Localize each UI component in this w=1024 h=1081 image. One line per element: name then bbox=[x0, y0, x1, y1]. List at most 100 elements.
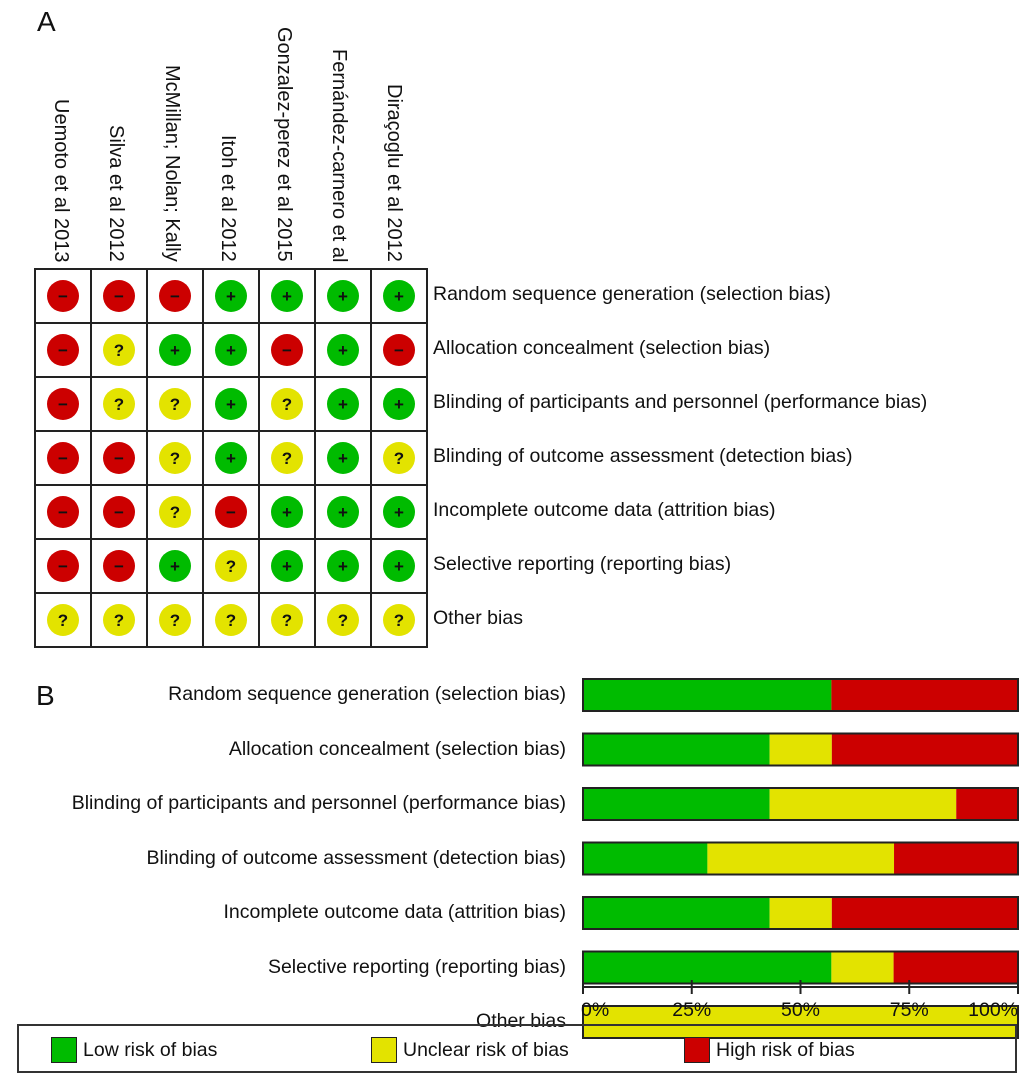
high-risk-icon: − bbox=[103, 496, 135, 528]
legend-label-high: High risk of bias bbox=[716, 1038, 855, 1061]
high-risk-icon: − bbox=[47, 496, 79, 528]
unclear-risk-icon: ? bbox=[159, 442, 191, 474]
legend-item-low: Low risk of bias bbox=[51, 1037, 217, 1063]
legend: Low risk of bias Unclear risk of bias Hi… bbox=[17, 1024, 1017, 1073]
grid-cell: − bbox=[34, 430, 92, 486]
panel-label-b: B bbox=[36, 680, 55, 711]
grid-cell: + bbox=[370, 376, 428, 432]
grid-cell: + bbox=[146, 322, 204, 378]
legend-label-low: Low risk of bias bbox=[83, 1038, 218, 1061]
bar-segment-low bbox=[583, 788, 770, 820]
category-label: Blinding of outcome assessment (detectio… bbox=[146, 846, 566, 869]
grid-cell: + bbox=[370, 484, 428, 540]
grid-cell: + bbox=[314, 376, 372, 432]
grid-cell: − bbox=[146, 268, 204, 324]
high-risk-icon: − bbox=[103, 442, 135, 474]
high-risk-icon: − bbox=[215, 496, 247, 528]
bar-segment-high bbox=[956, 788, 1019, 820]
x-tick-label: 0% bbox=[581, 999, 609, 1021]
grid-cell: + bbox=[370, 268, 428, 324]
grid-cell: ? bbox=[146, 484, 204, 540]
grid-cell: + bbox=[202, 430, 260, 486]
bar-outline bbox=[582, 732, 1019, 767]
category-label: Other bias bbox=[476, 1010, 566, 1032]
bar-outline bbox=[582, 678, 1019, 712]
grid-row: − − − + + + + bbox=[34, 268, 428, 324]
grid-cell: ? bbox=[146, 592, 204, 648]
category-label: Blinding of participants and personnel (… bbox=[71, 792, 566, 814]
x-tick-label: 50% bbox=[781, 999, 820, 1021]
low-risk-icon: + bbox=[327, 280, 359, 312]
study-label: Itoh et al 2012 bbox=[217, 135, 239, 262]
bar-outline bbox=[582, 841, 1019, 876]
study-label: Gonzalez-perez et al 2015 bbox=[273, 27, 295, 262]
grid-cell: − bbox=[34, 484, 92, 540]
bar-segment-unclear bbox=[769, 788, 957, 820]
high-risk-icon: − bbox=[47, 334, 79, 366]
grid-cell: + bbox=[314, 538, 372, 594]
low-risk-icon: + bbox=[215, 280, 247, 312]
grid-cell: − bbox=[90, 268, 148, 324]
legend-swatch-low bbox=[51, 1037, 77, 1063]
grid-cell: − bbox=[90, 484, 148, 540]
grid-cell: ? bbox=[258, 430, 316, 486]
grid-cell: + bbox=[258, 268, 316, 324]
grid-cell: + bbox=[314, 430, 372, 486]
grid-cell: + bbox=[314, 268, 372, 324]
grid-cell: + bbox=[258, 484, 316, 540]
grid-cell: + bbox=[370, 538, 428, 594]
low-risk-icon: + bbox=[383, 280, 415, 312]
legend-swatch-unclear bbox=[371, 1037, 397, 1063]
unclear-risk-icon: ? bbox=[103, 334, 135, 366]
grid-cell: ? bbox=[146, 430, 204, 486]
bar-segment-high bbox=[893, 951, 1018, 984]
bar-outline bbox=[582, 787, 1019, 821]
low-risk-icon: + bbox=[327, 442, 359, 474]
grid-cell: ? bbox=[90, 376, 148, 432]
bar-segment-unclear bbox=[831, 951, 894, 984]
grid-cell: ? bbox=[370, 430, 428, 486]
grid-cell: + bbox=[202, 268, 260, 324]
legend-item-high: High risk of bias bbox=[684, 1037, 855, 1063]
grid-cell: − bbox=[34, 322, 92, 378]
grid-cell: ? bbox=[258, 592, 316, 648]
grid-cell: ? bbox=[146, 376, 204, 432]
panel-label-a: A bbox=[37, 6, 56, 37]
low-risk-icon: + bbox=[271, 496, 303, 528]
domain-label: Incomplete outcome data (attrition bias) bbox=[433, 499, 776, 521]
grid-cell: + bbox=[258, 538, 316, 594]
study-label: Fernández-carnero et al bbox=[328, 48, 350, 262]
unclear-risk-icon: ? bbox=[215, 604, 247, 636]
study-label: Silva et al 2012 bbox=[105, 125, 127, 262]
grid-row: −?? +? + + bbox=[34, 376, 428, 432]
low-risk-icon: + bbox=[327, 388, 359, 420]
grid-row: ??????? bbox=[34, 592, 428, 648]
grid-cell: + bbox=[314, 322, 372, 378]
unclear-risk-icon: ? bbox=[47, 604, 79, 636]
domain-label: Selective reporting (reporting bias) bbox=[433, 553, 732, 575]
grid-cell: − bbox=[34, 268, 92, 324]
category-label: Random sequence generation (selection bi… bbox=[168, 683, 566, 705]
bar-segment-unclear bbox=[707, 842, 895, 875]
grid-cell: + bbox=[202, 322, 260, 378]
legend-item-unclear: Unclear risk of bias bbox=[371, 1037, 569, 1063]
x-tick-label: 25% bbox=[672, 999, 711, 1021]
low-risk-icon: + bbox=[215, 334, 247, 366]
grid-cell: ? bbox=[90, 592, 148, 648]
low-risk-icon: + bbox=[327, 496, 359, 528]
low-risk-icon: + bbox=[215, 442, 247, 474]
low-risk-icon: + bbox=[383, 550, 415, 582]
unclear-risk-icon: ? bbox=[159, 604, 191, 636]
bar-segment-unclear bbox=[769, 897, 832, 929]
grid-cell: − bbox=[90, 538, 148, 594]
legend-swatch-high bbox=[684, 1037, 710, 1063]
x-tick-label: 100% bbox=[968, 999, 1018, 1021]
study-label: Diraçoglu et al 2012 bbox=[383, 84, 405, 262]
high-risk-icon: − bbox=[47, 388, 79, 420]
grid-cell: − bbox=[34, 538, 92, 594]
grid-cell: ? bbox=[314, 592, 372, 648]
grid-cell: − bbox=[258, 322, 316, 378]
high-risk-icon: − bbox=[271, 334, 303, 366]
bar-segment-unclear bbox=[583, 1006, 1018, 1038]
